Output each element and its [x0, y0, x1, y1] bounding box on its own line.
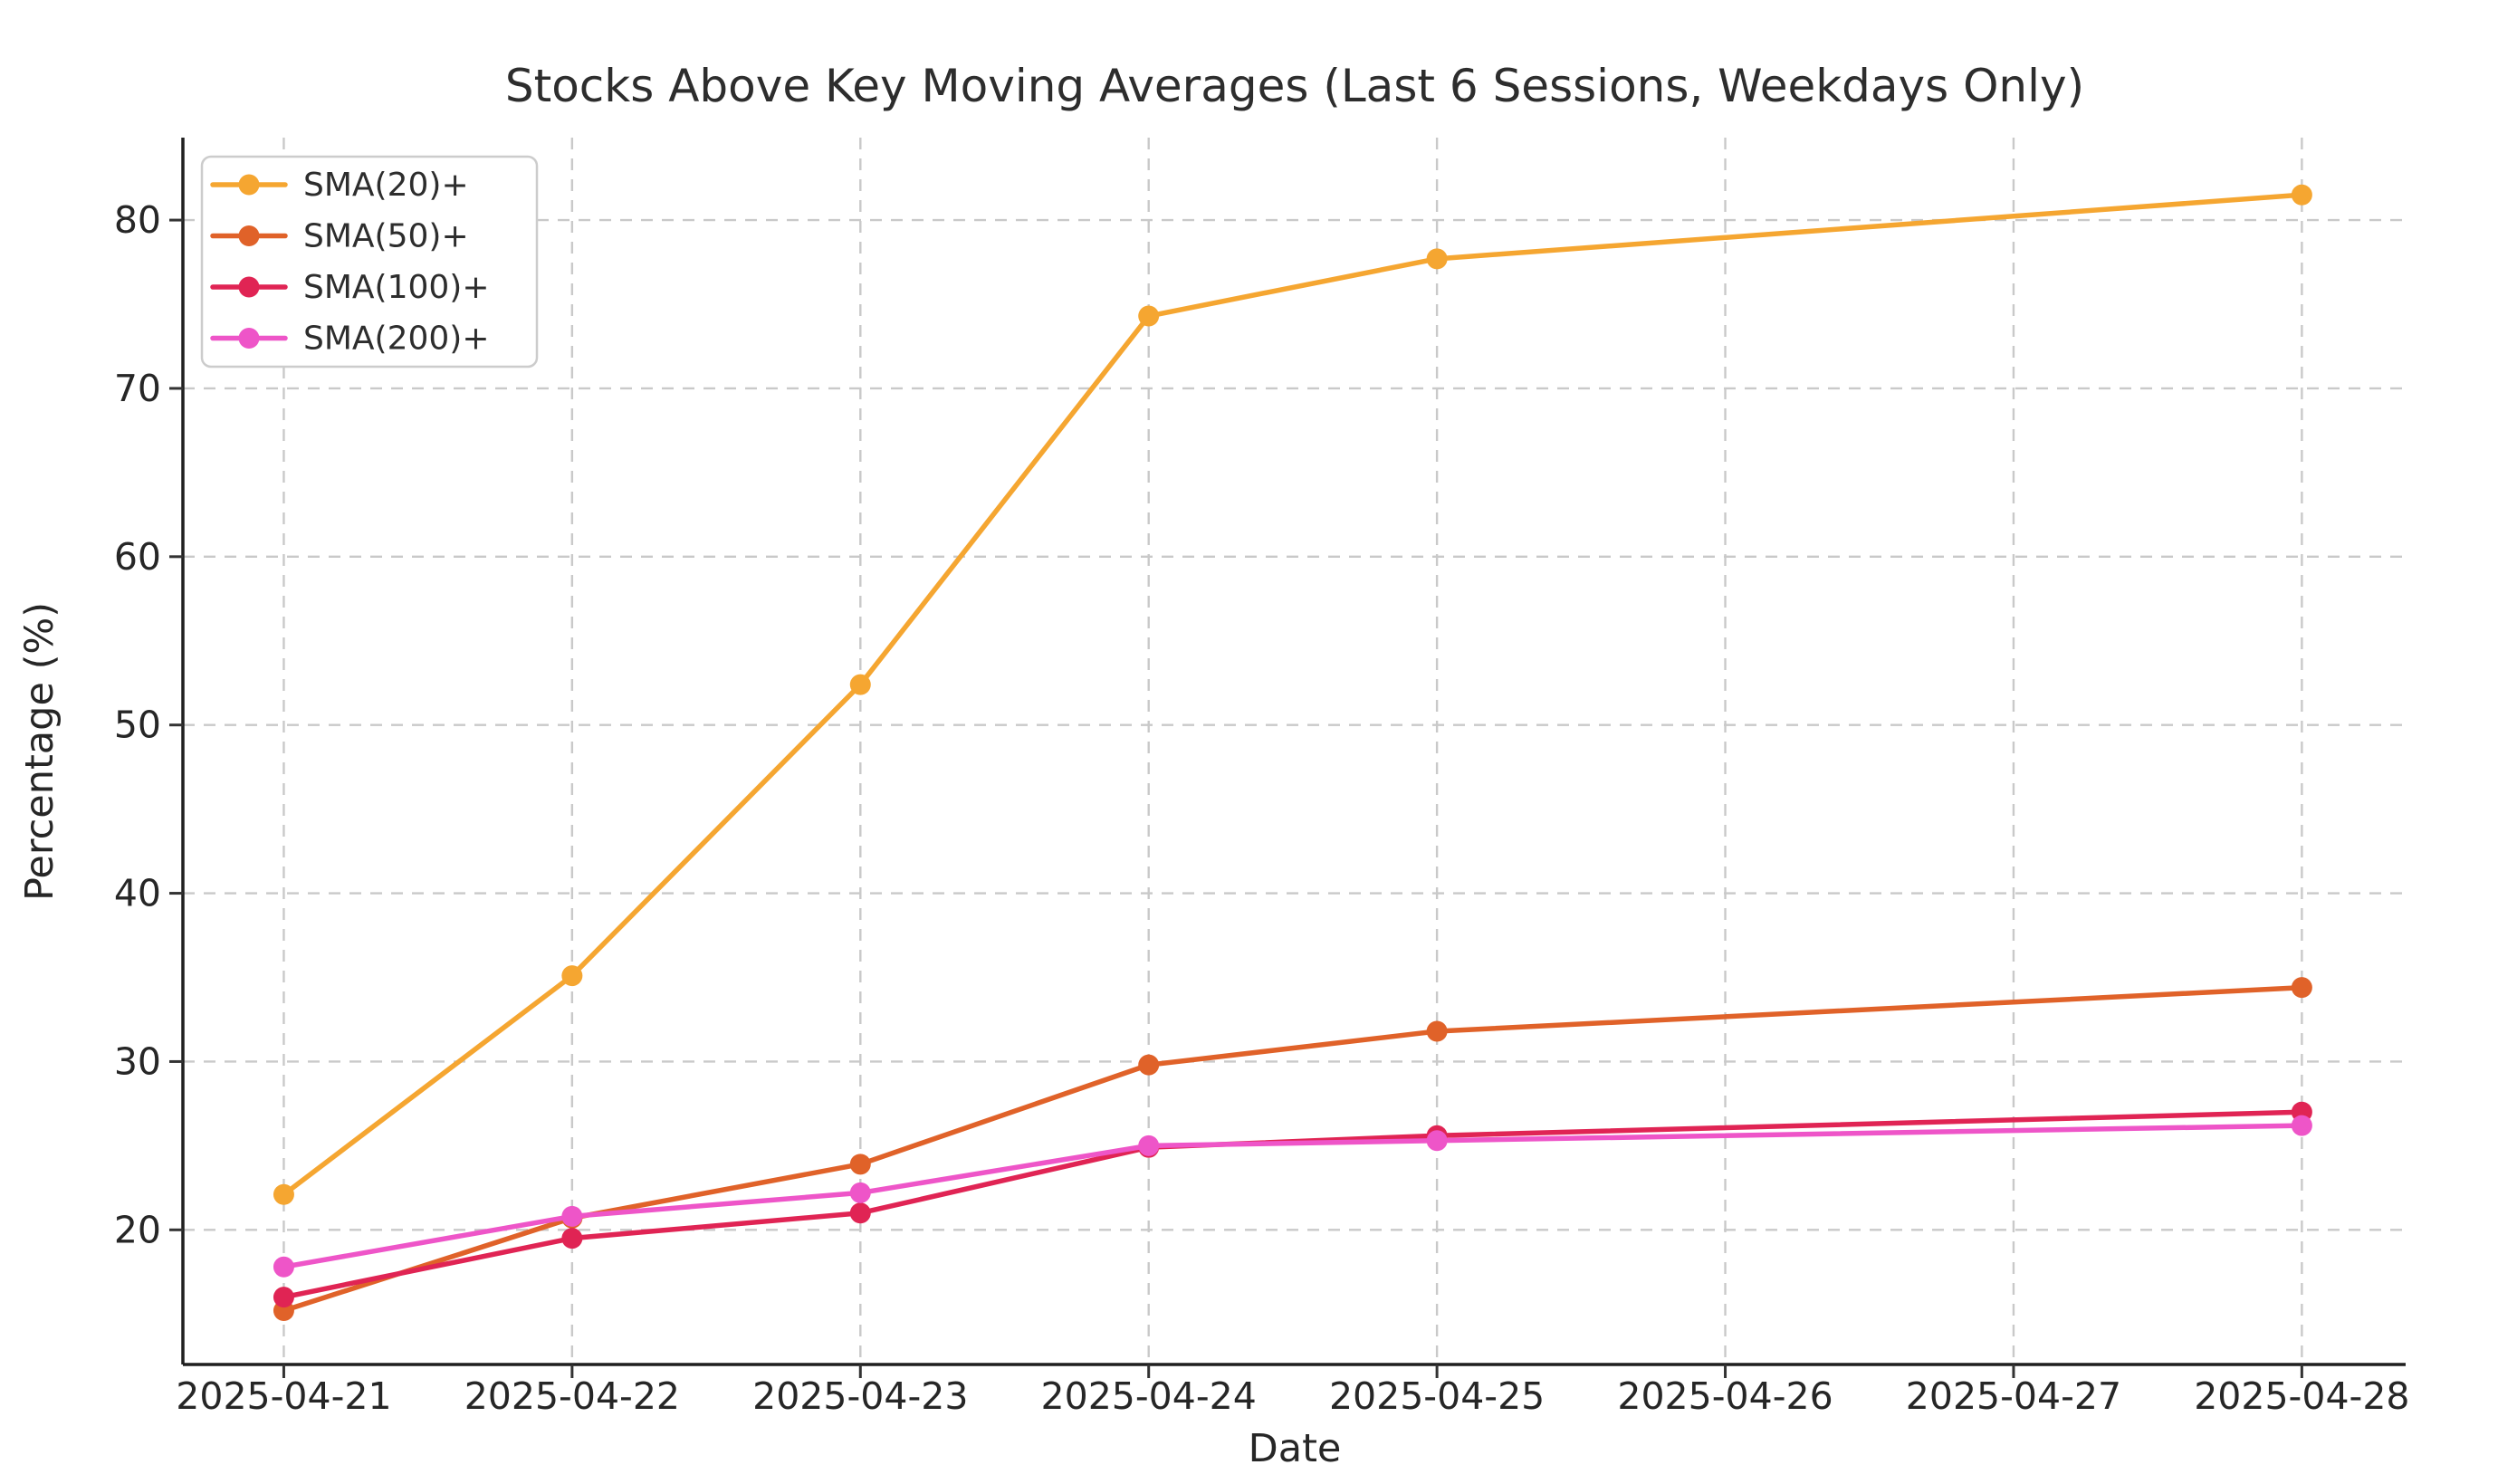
data-point	[273, 1256, 294, 1278]
series-line	[281, 984, 2305, 1314]
series-line	[281, 192, 2305, 1198]
data-point	[2291, 977, 2312, 999]
axis-ticks: 2025-04-21 2025-04-22 2025-04-23 2025-04-24…	[114, 198, 2410, 1418]
data-point	[1138, 1054, 1160, 1076]
data-point	[1426, 1130, 1448, 1152]
axis-spines	[181, 138, 2406, 1366]
legend: SMA(20)+ SMA(50)+ SMA(100)+ SMA(200)+	[200, 155, 539, 369]
legend-marker	[238, 276, 260, 298]
series-SMA(200)+	[273, 1115, 2312, 1278]
grid-lines	[183, 138, 2406, 1364]
data-point	[849, 1154, 871, 1175]
legend-item-SMA(50)+: SMA(50)+	[210, 218, 469, 255]
data-point	[561, 1205, 583, 1227]
x-tick-label: 2025-04-27	[1906, 1374, 2121, 1418]
x-tick-label: 2025-04-26	[1617, 1374, 1833, 1418]
y-tick-label: 60	[114, 535, 161, 579]
legend-label: SMA(100)+	[303, 269, 490, 306]
series-line	[281, 1123, 2305, 1269]
data-point	[273, 1287, 294, 1308]
y-tick-label: 70	[114, 367, 161, 410]
y-tick-label: 20	[114, 1208, 161, 1251]
x-tick-label: 2025-04-28	[2194, 1374, 2409, 1418]
legend-marker	[238, 174, 260, 196]
x-tick-label: 2025-04-25	[1329, 1374, 1545, 1418]
legend-label: SMA(50)+	[303, 218, 469, 255]
data-point	[849, 1202, 871, 1224]
legend-item-SMA(100)+: SMA(100)+	[210, 269, 490, 306]
legend-marker	[238, 225, 260, 246]
data-point	[273, 1183, 294, 1205]
legend-marker	[238, 328, 260, 349]
legend-label: SMA(200)+	[303, 321, 490, 358]
x-tick-label: 2025-04-22	[464, 1374, 680, 1418]
chart-title: Stocks Above Key Moving Averages (Last 6…	[505, 60, 2084, 112]
data-point	[1138, 305, 1160, 327]
y-tick-label: 80	[114, 198, 161, 242]
x-tick-label: 2025-04-23	[752, 1374, 968, 1418]
data-point	[849, 674, 871, 695]
legend-item-SMA(200)+: SMA(200)+	[210, 321, 490, 358]
data-series	[273, 184, 2312, 1322]
series-line	[281, 1109, 2305, 1300]
x-tick-label: 2025-04-21	[176, 1374, 391, 1418]
data-point	[2291, 184, 2312, 206]
x-tick-label: 2025-04-24	[1041, 1374, 1257, 1418]
y-tick-label: 50	[114, 704, 161, 747]
y-axis-label: Percentage (%)	[17, 602, 62, 901]
data-point	[2291, 1115, 2312, 1136]
data-point	[1426, 248, 1448, 270]
series-SMA(50)+	[273, 977, 2312, 1322]
data-point	[561, 1228, 583, 1249]
data-point	[1426, 1020, 1448, 1042]
data-point	[1138, 1135, 1160, 1156]
y-tick-label: 40	[114, 872, 161, 915]
y-tick-label: 30	[114, 1039, 161, 1083]
data-point	[561, 965, 583, 987]
data-point	[849, 1182, 871, 1203]
series-SMA(20)+	[273, 184, 2312, 1205]
x-axis-label: Date	[1249, 1426, 1342, 1471]
legend-label: SMA(20)+	[303, 167, 469, 204]
legend-box	[200, 155, 539, 369]
legend-item-SMA(20)+: SMA(20)+	[210, 167, 469, 204]
